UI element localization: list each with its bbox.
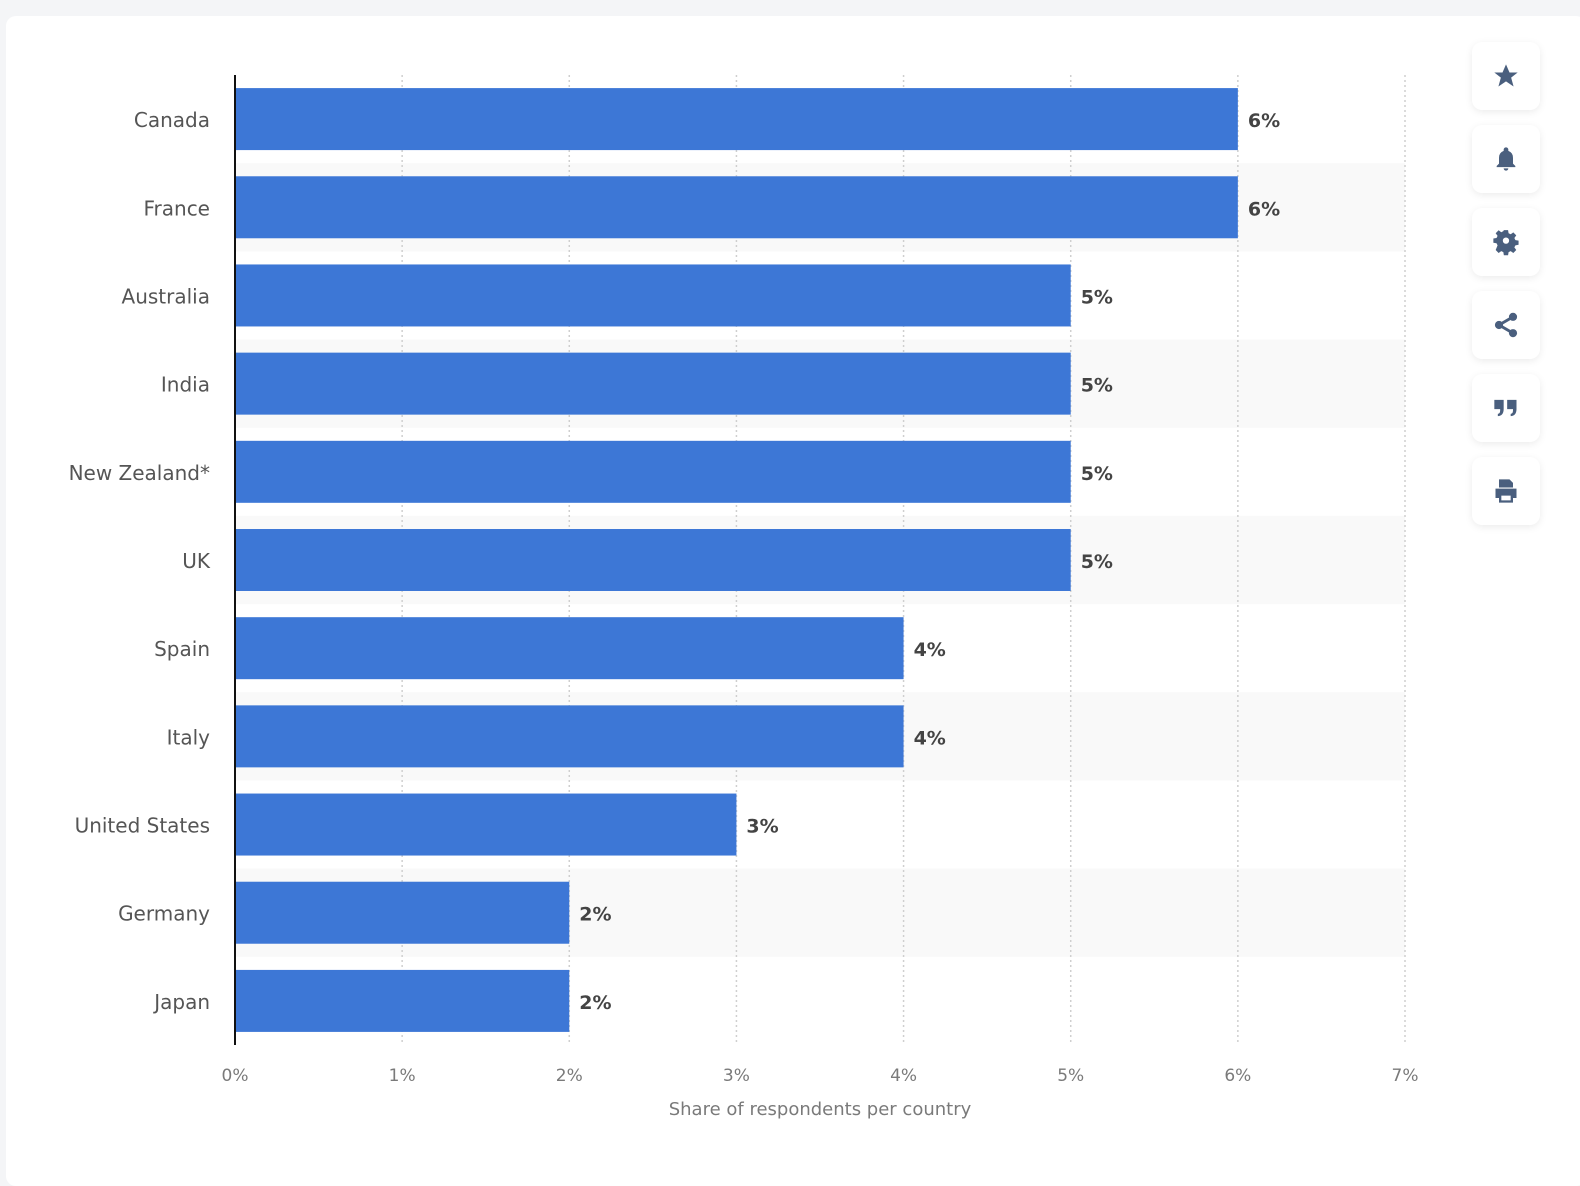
x-tick-label: 1%	[389, 1066, 416, 1086]
x-tick-label: 6%	[1224, 1066, 1251, 1086]
category-label: United States	[75, 814, 210, 838]
data-label: 5%	[1081, 463, 1113, 485]
category-label: Italy	[167, 725, 211, 749]
x-tick-label: 3%	[723, 1066, 750, 1086]
notification-button[interactable]	[1472, 125, 1540, 193]
bar	[235, 793, 737, 856]
x-tick-label: 2%	[556, 1066, 583, 1086]
quote-icon	[1494, 399, 1517, 417]
bar	[235, 440, 1071, 503]
data-label: 5%	[1081, 286, 1113, 308]
favorite-button[interactable]	[1472, 42, 1540, 110]
bar	[235, 264, 1071, 327]
x-tick-label: 7%	[1392, 1066, 1419, 1086]
category-label: Germany	[118, 902, 210, 926]
share-button[interactable]	[1472, 291, 1540, 359]
data-label: 6%	[1248, 198, 1280, 220]
data-label: 5%	[1081, 551, 1113, 573]
x-tick-label: 5%	[1057, 1066, 1084, 1086]
category-label: India	[161, 373, 210, 397]
x-tick-label: 4%	[890, 1066, 917, 1086]
print-icon	[1495, 479, 1517, 503]
data-label: 3%	[746, 816, 778, 838]
print-button[interactable]	[1472, 457, 1540, 525]
data-label: 2%	[579, 904, 611, 926]
bar	[235, 969, 570, 1032]
category-label: UK	[182, 549, 211, 573]
bar	[235, 705, 904, 768]
bar-chart: 0% 1% 2% 3% 4% 5% 6% 7% Canada 6% France 6% Australi…	[69, 75, 1419, 1120]
category-label: Canada	[134, 108, 210, 132]
toolbar	[1472, 42, 1540, 540]
category-label: Spain	[154, 637, 210, 661]
category-label: New Zealand*	[69, 461, 210, 485]
share-icon	[1494, 312, 1518, 338]
category-label: Australia	[122, 284, 210, 308]
chart-card: 0% 1% 2% 3% 4% 5% 6% 7% Canada 6% France 6% Australi…	[6, 16, 1580, 1186]
bar	[235, 88, 1238, 151]
x-tick-label: 0%	[222, 1066, 249, 1086]
data-label: 6%	[1248, 110, 1280, 132]
x-axis-title: Share of respondents per country	[669, 1099, 972, 1120]
settings-button[interactable]	[1472, 208, 1540, 276]
bar	[235, 881, 570, 944]
bar	[235, 529, 1071, 591]
data-label: 4%	[914, 639, 946, 661]
bell-icon	[1496, 147, 1516, 171]
bar	[235, 352, 1071, 415]
data-label: 4%	[914, 727, 946, 749]
bar	[235, 617, 904, 680]
bar	[235, 176, 1238, 239]
category-label: Japan	[152, 990, 210, 1014]
gear-icon	[1493, 230, 1519, 256]
cite-button[interactable]	[1472, 374, 1540, 442]
data-label: 5%	[1081, 375, 1113, 397]
star-icon	[1494, 64, 1518, 87]
category-label: France	[143, 196, 210, 220]
data-label: 2%	[579, 992, 611, 1014]
